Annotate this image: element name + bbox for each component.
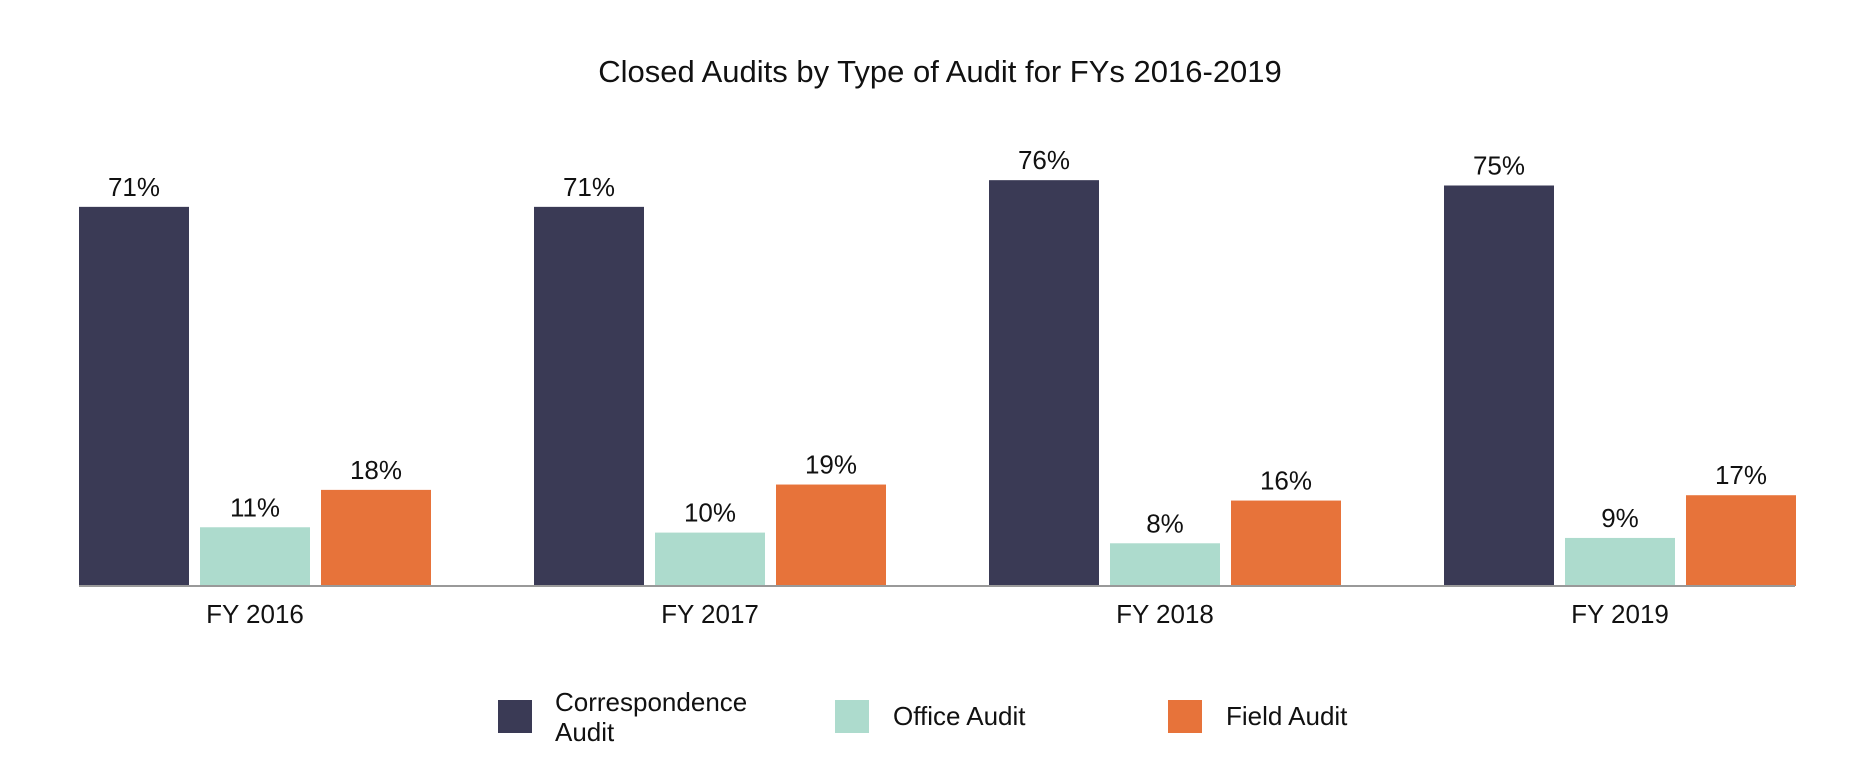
data-label: 9% xyxy=(1601,503,1639,533)
chart-title: Closed Audits by Type of Audit for FYs 2… xyxy=(598,54,1282,89)
data-label: 75% xyxy=(1473,151,1525,181)
data-label: 10% xyxy=(684,498,736,528)
bar-correspondence-audit-fy-2019 xyxy=(1444,185,1554,586)
bar-office-audit-fy-2017 xyxy=(655,532,765,586)
bar-office-audit-fy-2019 xyxy=(1565,537,1675,586)
legend-swatch xyxy=(835,700,869,733)
x-tick-labels: FY 2016 FY 2017 FY 2018 FY 2019 xyxy=(206,599,1669,629)
bar-field-audit-fy-2019 xyxy=(1686,495,1796,586)
data-label: 8% xyxy=(1146,508,1184,538)
bar-correspondence-audit-fy-2016 xyxy=(79,206,189,587)
x-tick-label: FY 2019 xyxy=(1571,599,1669,629)
legend-label: Correspondence Audit xyxy=(555,687,747,747)
data-label: 71% xyxy=(108,172,160,202)
x-tick-label: FY 2018 xyxy=(1116,599,1214,629)
data-label: 18% xyxy=(350,455,402,485)
data-label: 11% xyxy=(230,492,280,522)
bar-correspondence-audit-fy-2018 xyxy=(989,180,1099,586)
bar-field-audit-fy-2018 xyxy=(1231,500,1341,586)
bar-office-audit-fy-2016 xyxy=(200,527,310,586)
bar-field-audit-fy-2017 xyxy=(776,484,886,586)
bar-field-audit-fy-2016 xyxy=(321,489,431,586)
legend-swatch xyxy=(1168,700,1202,733)
legend-label: Office Audit xyxy=(893,701,1026,731)
bar-correspondence-audit-fy-2017 xyxy=(534,206,644,587)
bar-office-audit-fy-2018 xyxy=(1110,543,1220,586)
data-label: 16% xyxy=(1260,466,1312,496)
legend-label: Field Audit xyxy=(1226,701,1348,731)
data-label: 19% xyxy=(805,450,857,480)
data-label: 17% xyxy=(1715,460,1767,490)
data-label: 76% xyxy=(1018,145,1070,175)
data-label: 71% xyxy=(563,172,615,202)
legend: Correspondence Audit Office Audit Field Aud… xyxy=(498,687,1348,747)
x-tick-label: FY 2017 xyxy=(661,599,759,629)
legend-swatch xyxy=(498,700,532,733)
x-tick-label: FY 2016 xyxy=(206,599,304,629)
bars-layer: 71% 11% 18% 71% 10% 19% 76% 8% 16% 75% 9% 17% xyxy=(79,145,1796,587)
